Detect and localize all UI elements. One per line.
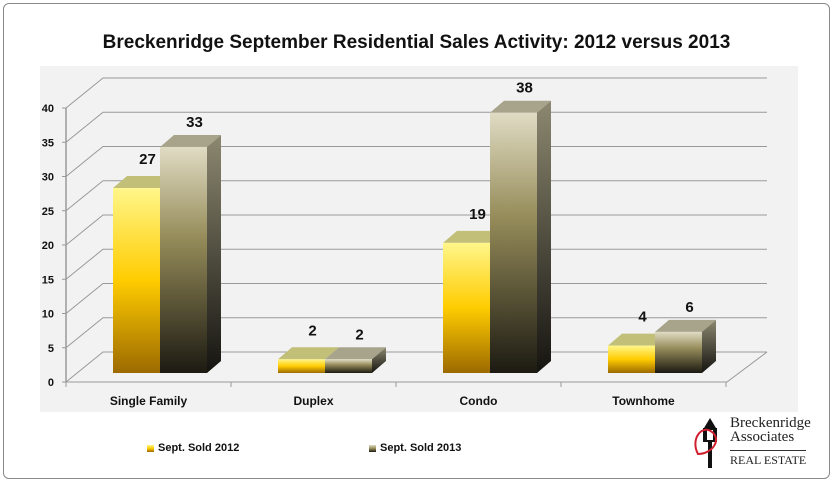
chart-title: Breckenridge September Residential Sales… bbox=[102, 32, 731, 53]
bar bbox=[608, 333, 669, 373]
y-tick-label: 15 bbox=[42, 274, 54, 286]
bar-front bbox=[325, 359, 372, 373]
bar-top bbox=[608, 333, 669, 346]
bar bbox=[278, 347, 339, 373]
legend-label: Sept. Sold 2012 bbox=[158, 442, 240, 454]
x-tick-label: Single Family bbox=[110, 394, 188, 408]
legend-swatch bbox=[369, 444, 376, 452]
data-label: 38 bbox=[516, 80, 533, 97]
bar-top bbox=[113, 176, 174, 189]
data-label: 33 bbox=[186, 114, 203, 131]
bar-top bbox=[278, 347, 339, 360]
floor-edge bbox=[66, 351, 768, 383]
x-tick-label: Duplex bbox=[293, 394, 333, 408]
bar-top bbox=[325, 347, 386, 360]
data-label: 6 bbox=[685, 299, 693, 316]
bar bbox=[160, 134, 221, 373]
bar-top bbox=[490, 100, 551, 113]
logo-text: Associates bbox=[730, 429, 795, 445]
data-label: 27 bbox=[139, 151, 156, 168]
data-label: 19 bbox=[469, 206, 486, 223]
y-tick-label: 35 bbox=[42, 137, 54, 149]
bar-front bbox=[160, 146, 207, 373]
bar bbox=[443, 230, 504, 373]
y-tick-label: 0 bbox=[48, 377, 54, 389]
bar-top bbox=[655, 319, 716, 332]
legend-swatch bbox=[147, 444, 154, 452]
data-label: 2 bbox=[308, 322, 316, 339]
bar bbox=[655, 319, 716, 373]
logo-text: Breckenridge bbox=[730, 415, 811, 431]
bar-side bbox=[372, 347, 386, 373]
bar-top bbox=[160, 134, 221, 147]
logo-text: REAL ESTATE bbox=[730, 450, 807, 467]
data-label: 2 bbox=[355, 326, 363, 343]
legend-item-2013: Sept. Sold 2013 bbox=[369, 442, 461, 454]
y-tick-label: 5 bbox=[48, 343, 54, 355]
bar-side bbox=[702, 319, 716, 373]
y-tick-label: 20 bbox=[42, 240, 54, 252]
bar bbox=[113, 176, 174, 373]
bar-front bbox=[655, 331, 702, 373]
x-tick-label: Condo bbox=[460, 394, 498, 408]
y-tick-label: 30 bbox=[42, 172, 54, 184]
bar-front bbox=[278, 359, 325, 373]
bar-top bbox=[443, 230, 504, 243]
bar-front bbox=[443, 242, 490, 373]
legend-item-2012: Sept. Sold 2012 bbox=[147, 442, 239, 454]
bar bbox=[325, 347, 386, 373]
y-tick-label: 10 bbox=[42, 309, 54, 321]
y-tick-label: 40 bbox=[42, 103, 54, 115]
legend-label: Sept. Sold 2013 bbox=[380, 442, 462, 454]
y-tick-label: 25 bbox=[42, 206, 54, 218]
bar-side bbox=[207, 134, 221, 373]
bar-front bbox=[490, 112, 537, 373]
bar-front bbox=[113, 188, 160, 373]
company-logo: Breckenridge Associates REAL ESTATE bbox=[690, 414, 820, 470]
bar-front bbox=[608, 345, 655, 373]
x-tick-label: Townhome bbox=[612, 394, 675, 408]
data-label: 4 bbox=[638, 309, 647, 326]
bar-side bbox=[537, 100, 551, 373]
bar bbox=[490, 100, 551, 373]
gridline bbox=[65, 77, 767, 109]
lamp-icon bbox=[694, 418, 717, 468]
